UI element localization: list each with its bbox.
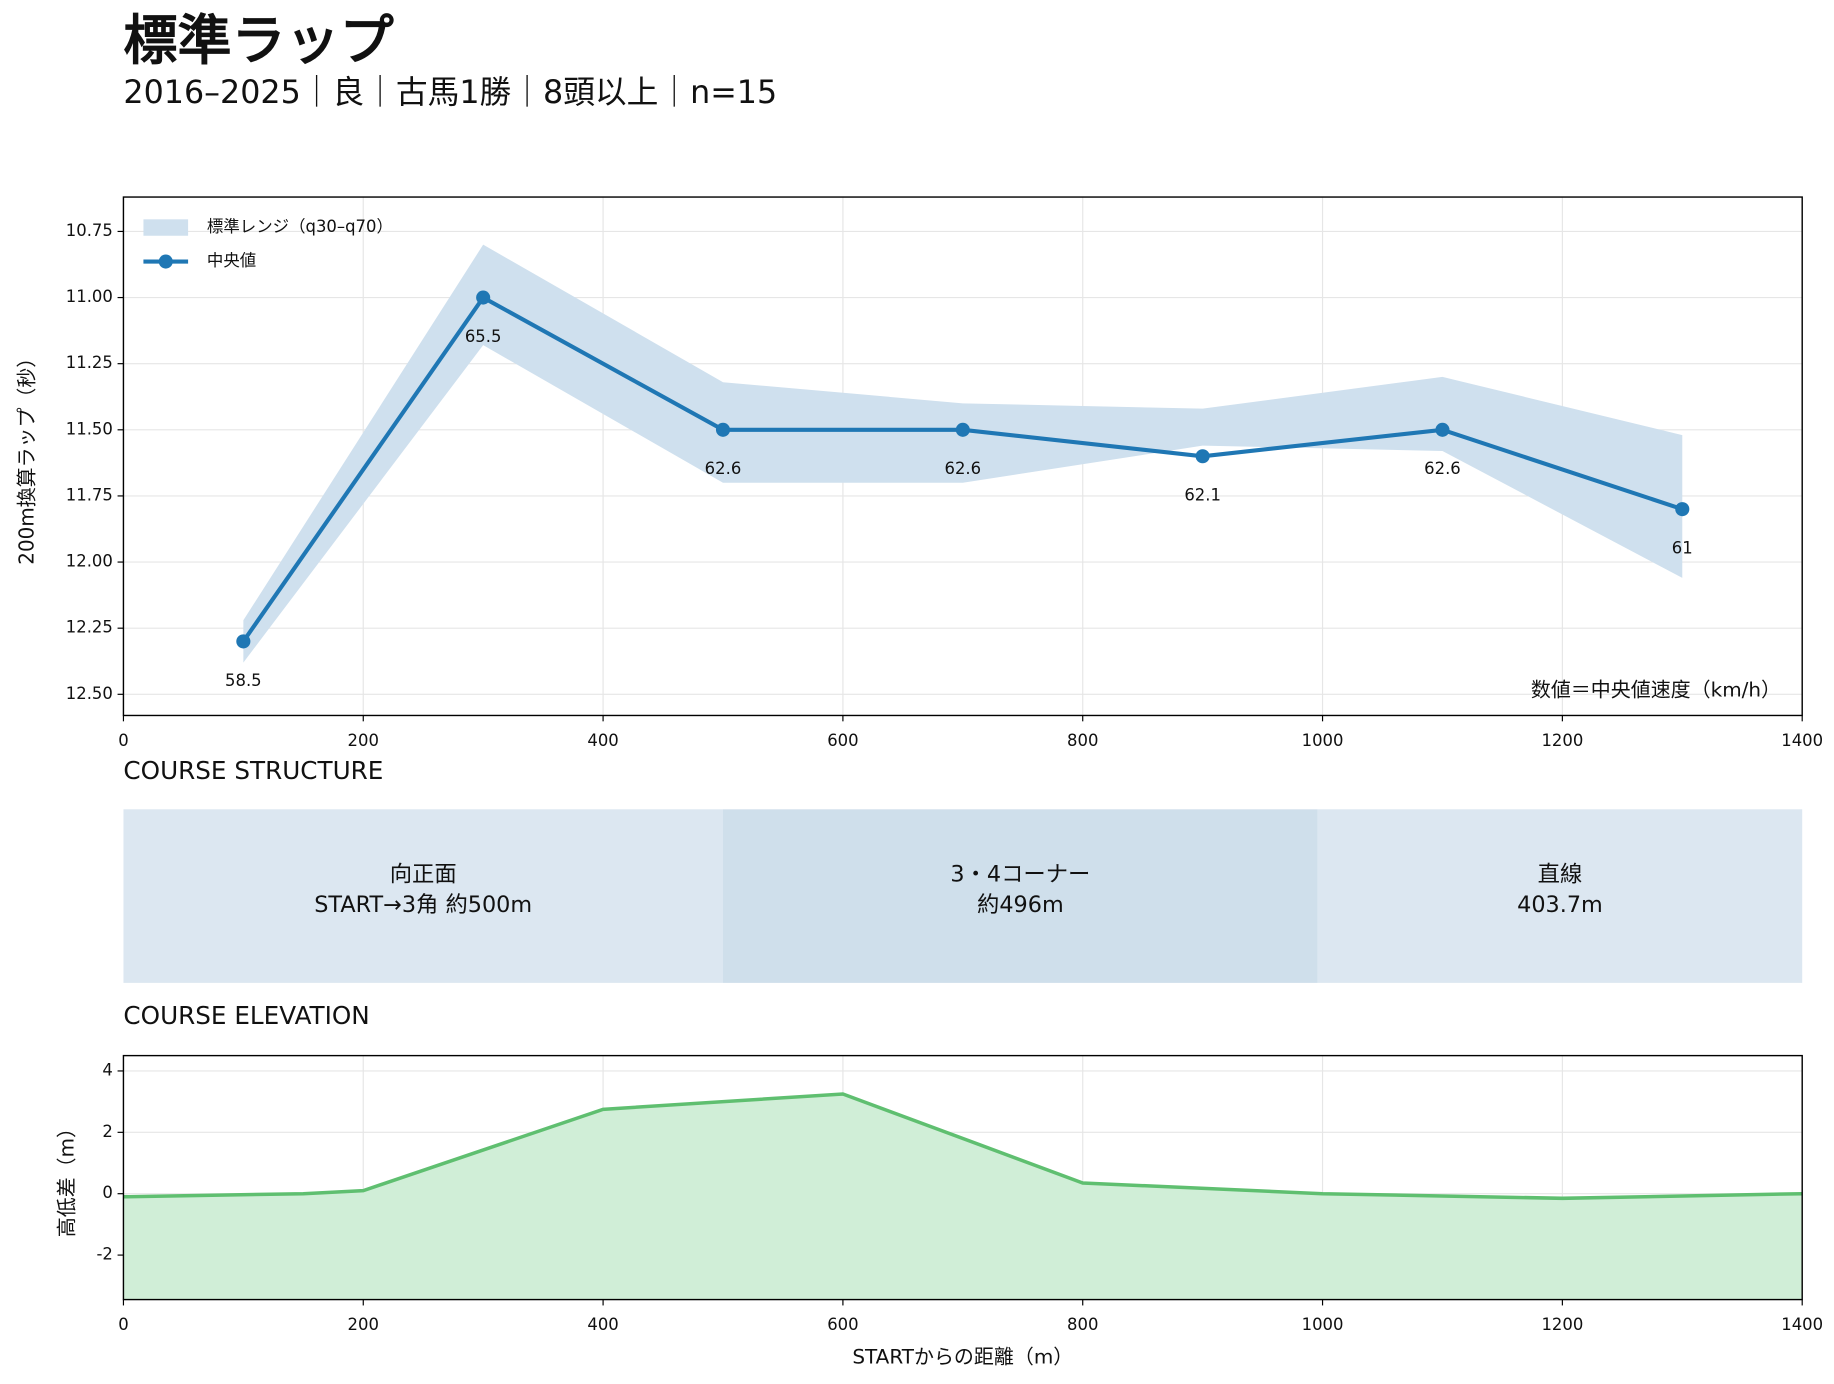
segment-label: 約496m: [977, 892, 1064, 918]
speed-label: 58.5: [225, 671, 262, 690]
speed-label: 61: [1672, 539, 1693, 558]
y-tick-label: 10.75: [66, 221, 113, 240]
y-tick-label: 11.00: [66, 287, 113, 306]
title: 標準ラップ: [123, 9, 393, 72]
segment-label: 403.7m: [1517, 892, 1603, 918]
segment-label: 向正面: [390, 861, 457, 887]
speed-label: 62.1: [1184, 486, 1221, 505]
annotation: 数値＝中央値速度（km/h）: [1531, 677, 1781, 701]
median-point: [1675, 502, 1690, 517]
x-tick-label: 0: [118, 1315, 128, 1334]
median-point: [955, 422, 970, 437]
speed-label: 62.6: [945, 459, 982, 478]
y-tick-label: 0: [102, 1183, 112, 1202]
legend-swatch: [158, 254, 173, 269]
segment-label: 直線: [1538, 861, 1583, 887]
y-axis-label: 200m換算ラップ（秒）: [15, 348, 39, 565]
y-tick-label: 11.75: [66, 485, 113, 504]
x-tick-label: 1200: [1541, 1315, 1583, 1334]
x-axis-label: STARTからの距離（m）: [852, 1345, 1073, 1369]
y-tick-label: 12.25: [66, 618, 113, 637]
x-tick-label: 1400: [1781, 731, 1823, 750]
x-tick-label: 600: [827, 1315, 858, 1334]
x-tick-label: 200: [348, 1315, 379, 1334]
legend-swatch: [143, 219, 189, 236]
y-tick-label: -2: [96, 1245, 112, 1264]
speed-label: 65.5: [465, 327, 502, 346]
median-point: [476, 290, 491, 305]
axes-frame: [122, 196, 1803, 717]
legend-label: 標準レンジ（q30–q70）: [207, 217, 393, 236]
speed-label: 62.6: [705, 459, 742, 478]
segment-label: START→3角 約500m: [314, 892, 532, 918]
axes-frame: [122, 1054, 1803, 1301]
x-tick-label: 200: [348, 731, 379, 750]
x-tick-label: 0: [118, 731, 128, 750]
elevation-area: [123, 1093, 1803, 1300]
x-tick-label: 1000: [1302, 731, 1344, 750]
legend-label: 中央値: [207, 251, 256, 270]
subtitle: 2016–2025｜良｜古馬1勝｜8頭以上｜n=15: [123, 75, 777, 111]
elevation-line: [123, 1092, 1803, 1201]
speed-label: 62.6: [1424, 459, 1461, 478]
median-point: [715, 422, 731, 437]
segment-label: 3・4コーナー: [950, 861, 1090, 887]
x-tick-label: 400: [587, 1315, 618, 1334]
course-segment: [1317, 809, 1803, 983]
section-title: COURSE ELEVATION: [123, 1001, 369, 1030]
x-tick-label: 800: [1067, 731, 1098, 750]
y-tick-label: 11.25: [66, 353, 113, 372]
y-tick-label: 4: [102, 1060, 112, 1079]
x-tick-label: 1400: [1781, 1315, 1823, 1334]
median-point: [1435, 422, 1450, 437]
median-point: [1195, 449, 1210, 464]
y-tick-label: 11.50: [66, 419, 113, 438]
x-tick-label: 800: [1067, 1315, 1098, 1334]
x-tick-label: 400: [587, 731, 618, 750]
course-segment: [722, 809, 1318, 983]
x-tick-label: 1000: [1302, 1315, 1344, 1334]
y-axis-label: 高低差（m）: [55, 1118, 79, 1237]
y-tick-label: 2: [102, 1122, 112, 1141]
range-band: [243, 244, 1683, 663]
x-tick-label: 1200: [1541, 731, 1583, 750]
section-title: COURSE STRUCTURE: [123, 756, 383, 785]
median-point: [236, 634, 251, 649]
course-segment: [123, 809, 723, 983]
y-tick-label: 12.00: [66, 552, 113, 571]
x-tick-label: 600: [827, 731, 858, 750]
y-tick-label: 12.50: [66, 684, 113, 703]
